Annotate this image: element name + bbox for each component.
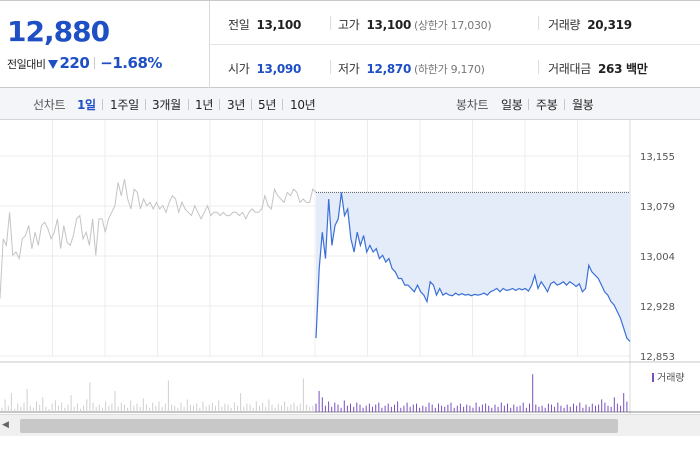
down-arrow-icon: [48, 60, 59, 69]
row-divider: [210, 44, 700, 45]
decline-fill: [316, 192, 630, 342]
info-value: 263 백만: [597, 62, 648, 76]
line-chart-label: 선차트: [33, 98, 66, 112]
quote-info-grid: 전일 13,100 고가 13,100 (상한가 17,030) 거래량 20,319 …: [210, 1, 700, 88]
divider: [564, 99, 565, 110]
change-rate: −1.68%: [100, 54, 162, 72]
current-price: 12,880: [7, 15, 110, 48]
candle-weekly[interactable]: 주봉: [536, 98, 558, 112]
info-low: 저가 12,870 (하한가 9,170): [338, 60, 485, 77]
divider: [282, 99, 283, 110]
info-value: 13,100: [256, 18, 301, 32]
price-chart: 13,155 13,079 13,004 12,928 12,853 거래량: [0, 120, 700, 414]
info-volume: 거래량 20,319: [548, 16, 632, 33]
chart-scrollbar[interactable]: ◀: [0, 414, 700, 436]
y-tick-label: 12,928: [640, 302, 675, 313]
info-label: 거래량: [548, 18, 581, 32]
volume-legend-swatch: [652, 373, 654, 382]
info-high: 고가 13,100 (상한가 17,030): [338, 16, 492, 33]
divider: [102, 99, 103, 110]
range-1y[interactable]: 1년: [195, 98, 214, 112]
y-tick-label: 13,155: [640, 152, 675, 163]
quote-header: 12,880 전일대비 220 −1.68% 전일 13,100 고가 13,100 (상…: [0, 0, 700, 88]
divider: [528, 99, 529, 110]
candle-chart-label: 봉차트: [456, 98, 489, 112]
info-label: 저가: [338, 62, 360, 76]
candle-monthly[interactable]: 월봉: [572, 98, 594, 112]
divider: [330, 60, 331, 74]
volume-legend-label: 거래량: [657, 372, 685, 384]
divider: [145, 99, 146, 110]
range-10y[interactable]: 10년: [290, 98, 316, 112]
price-lines: [0, 179, 631, 342]
info-value: 13,100: [366, 18, 411, 32]
change-value: 220: [59, 54, 90, 72]
divider: [538, 60, 539, 74]
info-prev-close: 전일 13,100: [228, 16, 301, 33]
divider: [94, 57, 96, 69]
info-value: 13,090: [256, 62, 301, 76]
scroll-left-icon[interactable]: ◀: [2, 420, 9, 430]
range-3m[interactable]: 3개월: [152, 98, 181, 112]
info-label: 시가: [228, 62, 250, 76]
volume-bars: [1, 374, 628, 412]
divider: [188, 99, 189, 110]
info-label: 고가: [338, 18, 360, 32]
divider: [538, 16, 539, 30]
range-1d[interactable]: 1일: [77, 98, 96, 112]
volume-legend: 거래량: [652, 372, 685, 384]
divider: [219, 99, 220, 110]
divider: [330, 16, 331, 30]
y-axis: 13,155 13,079 13,004 12,928 12,853: [640, 152, 675, 363]
info-value: 12,870: [366, 62, 411, 76]
price-box: 12,880 전일대비 220 −1.68%: [0, 1, 210, 88]
prior-period-line: [0, 179, 317, 299]
info-value: 20,319: [587, 18, 632, 32]
range-3y[interactable]: 3년: [227, 98, 246, 112]
range-1w[interactable]: 1주일: [110, 98, 139, 112]
info-sub: (상한가 17,030): [414, 19, 492, 32]
today-price-line: [315, 192, 631, 342]
info-open: 시가 13,090: [228, 60, 301, 77]
divider: [251, 99, 252, 110]
y-tick-label: 13,004: [640, 252, 675, 263]
chart-toolbar: 선차트 1일 1주일 3개월 1년 3년 5년 10년 봉차트 일봉 주봉 월봉: [0, 88, 700, 120]
info-label: 거래대금: [548, 62, 591, 76]
change-row: 전일대비 220 −1.68%: [7, 54, 162, 72]
info-trading-value: 거래대금 263 백만: [548, 60, 648, 77]
info-sub: (하한가 9,170): [414, 63, 485, 76]
y-tick-label: 12,853: [640, 352, 675, 363]
info-label: 전일: [228, 18, 250, 32]
y-tick-label: 13,079: [640, 202, 675, 213]
decline-area: [316, 191, 630, 342]
change-label: 전일대비: [7, 58, 46, 71]
candle-daily[interactable]: 일봉: [501, 98, 523, 112]
range-5y[interactable]: 5년: [258, 98, 277, 112]
scrollbar-thumb[interactable]: [20, 419, 618, 433]
